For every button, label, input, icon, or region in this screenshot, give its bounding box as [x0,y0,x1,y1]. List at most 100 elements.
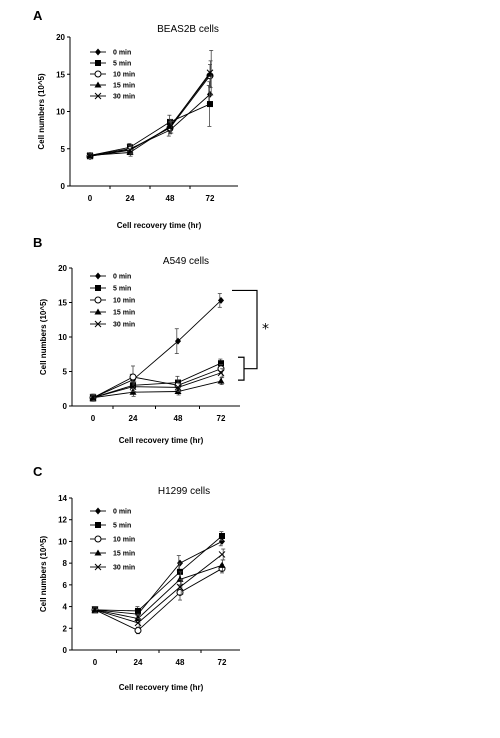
x-tick-label: 0 [93,658,98,667]
series-line [94,541,223,615]
series-5-min [92,531,225,616]
legend-label: 5 min [113,523,131,530]
data-point [166,122,174,129]
legend-item: 10 min [90,70,135,79]
data-point [86,151,94,158]
data-point [176,575,184,582]
data-point [176,583,184,591]
y-tick-label: 20 [56,33,65,42]
series-line [92,368,222,399]
data-point [174,388,182,395]
legend-marker [94,70,102,78]
legend-label: 0 min [113,509,131,516]
series-line [92,372,222,399]
x-axis-label: Cell recovery time (hr) [119,436,204,445]
significance-star: * [262,322,269,338]
series-15-min [86,60,214,159]
x-tick-label: 24 [126,194,135,203]
legend-marker [94,535,102,543]
legend-marker [95,285,101,291]
series-10-min [86,64,214,160]
data-point [86,152,94,160]
data-point [219,533,225,539]
x-tick-label: 72 [218,658,227,667]
y-tick-label: 5 [61,145,66,154]
legend-item: 5 min [90,522,131,530]
legend-marker [95,272,101,280]
y-tick-label: 10 [56,108,65,117]
legend-label: 15 min [113,551,135,558]
chart-title: BEAS2B cells [157,24,219,35]
y-tick-label: 15 [58,299,67,308]
data-point [217,377,225,384]
legend-marker [95,507,101,515]
series-line [89,94,211,156]
y-tick-label: 15 [56,70,65,79]
y-axis-label: Cell numbers (10^5) [39,299,48,376]
data-point [129,373,137,381]
legend-item: 0 min [90,272,131,281]
legend-marker [95,522,101,528]
y-tick-label: 0 [61,182,66,191]
legend-label: 0 min [113,50,131,57]
data-point [206,69,214,77]
chart-title: A549 cells [163,256,209,267]
x-tick-label: 72 [217,414,226,423]
data-point [134,626,142,634]
series-5-min [87,81,213,159]
outer-bracket [232,289,258,370]
series-30-min [86,50,214,160]
y-tick-label: 8 [63,559,68,568]
series-15-min [89,377,225,402]
y-tick-label: 2 [63,624,68,633]
significance-bracket: * [232,289,269,381]
data-point [218,551,226,558]
legend-marker [95,48,101,56]
legend-item: 30 min [90,563,135,572]
series-30-min [91,548,226,628]
panel-letter: A [33,8,43,23]
legend: 0 min 5 min 10 min 15 min 30 min [90,48,135,101]
x-tick-label: 48 [166,194,175,203]
data-point [89,394,97,402]
legend: 0 min 5 min 10 min 15 min 30 min [90,272,135,329]
legend-label: 30 min [113,94,135,101]
legend-item: 0 min [90,507,131,516]
legend-label: 0 min [113,274,131,281]
data-point [166,123,174,131]
legend-label: 10 min [113,537,135,544]
legend-label: 30 min [113,322,135,329]
legend-marker [94,308,102,315]
data-point [218,296,224,304]
legend-label: 10 min [113,298,135,305]
series-line [89,73,211,156]
panel-letter: C [33,464,43,479]
legend-marker [94,563,102,571]
data-point [218,561,226,568]
series-line [92,380,222,399]
series-line [89,75,211,157]
legend-label: 30 min [113,565,135,572]
legend-item: 10 min [90,535,135,544]
legend-item: 5 min [90,60,131,68]
series-15-min [91,559,226,624]
data-point [174,384,182,391]
legend-label: 5 min [113,286,131,293]
data-point [134,615,142,622]
legend-item: 15 min [90,549,135,558]
x-tick-label: 0 [88,194,93,203]
legend-label: 10 min [113,72,135,79]
inner-bracket [238,356,245,381]
series-line [89,103,211,156]
data-point [175,337,181,345]
panel-letter: B [33,235,42,250]
data-point [126,146,134,154]
legend-marker [94,81,102,88]
y-tick-label: 20 [58,264,67,273]
legend-item: 10 min [90,296,135,305]
legend-marker [95,60,101,66]
legend-label: 5 min [113,61,131,68]
legend-item: 30 min [90,92,135,101]
y-axis-label: Cell numbers (10^5) [37,73,46,150]
